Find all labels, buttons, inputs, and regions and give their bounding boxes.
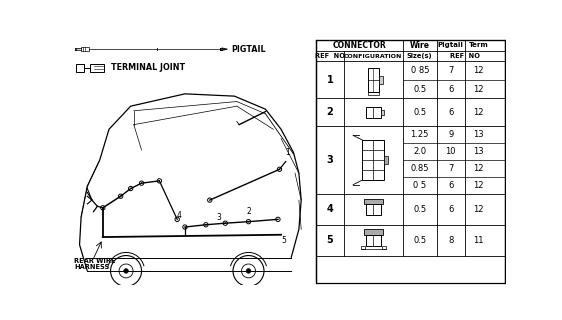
Bar [76, 48, 81, 50]
Bar [90, 64, 105, 71]
Bar [365, 204, 381, 215]
Text: 2: 2 [327, 107, 333, 117]
Bar [316, 40, 505, 283]
Bar [365, 107, 381, 118]
Text: Pigtail: Pigtail [438, 42, 464, 48]
Text: CONFIGURATION: CONFIGURATION [344, 54, 402, 59]
Circle shape [207, 198, 212, 202]
Text: 11: 11 [473, 236, 484, 245]
Text: 13: 13 [473, 130, 484, 139]
Bar [316, 40, 505, 283]
Text: 6: 6 [448, 108, 454, 117]
Text: 8: 8 [448, 236, 454, 245]
Text: 0.5: 0.5 [413, 108, 427, 117]
Text: Wire: Wire [410, 41, 430, 50]
Text: 0.5: 0.5 [413, 236, 427, 245]
Circle shape [157, 179, 161, 183]
Circle shape [124, 268, 128, 273]
Text: REF  NO: REF NO [450, 53, 480, 59]
Circle shape [175, 217, 179, 221]
Text: 12: 12 [473, 66, 484, 75]
Circle shape [276, 217, 280, 221]
Circle shape [139, 181, 144, 185]
Text: Size(s): Size(s) [407, 53, 433, 59]
Bar [81, 47, 89, 51]
Text: HARNESS: HARNESS [74, 264, 110, 270]
Bar [362, 140, 384, 180]
Text: 7: 7 [448, 66, 454, 75]
Text: 12: 12 [473, 108, 484, 117]
Text: REF  NO: REF NO [315, 53, 345, 59]
Text: 0.85: 0.85 [410, 164, 429, 173]
Bar [368, 68, 379, 92]
Circle shape [101, 206, 105, 210]
Bar [76, 64, 84, 71]
Text: 5: 5 [327, 235, 333, 245]
Text: 0 85: 0 85 [410, 66, 429, 75]
Text: 6: 6 [448, 205, 454, 214]
Bar [364, 198, 383, 204]
Text: 1: 1 [327, 75, 333, 85]
Text: 12: 12 [473, 181, 484, 190]
Circle shape [277, 167, 282, 172]
Circle shape [246, 220, 251, 224]
Text: TERMINAL JOINT: TERMINAL JOINT [111, 63, 185, 72]
Text: 2.0: 2.0 [413, 147, 427, 156]
Circle shape [119, 194, 123, 198]
Text: 3: 3 [327, 155, 333, 165]
Text: 4: 4 [327, 204, 333, 214]
Text: 12: 12 [473, 164, 484, 173]
Circle shape [246, 268, 251, 273]
Circle shape [129, 186, 133, 191]
Text: 5: 5 [281, 236, 286, 245]
Text: 6: 6 [448, 181, 454, 190]
Text: 13: 13 [473, 147, 484, 156]
Text: 0.5: 0.5 [413, 85, 427, 94]
Text: 0 5: 0 5 [413, 181, 427, 190]
Text: 7: 7 [448, 164, 454, 173]
Text: PIGTAIL: PIGTAIL [232, 45, 266, 54]
Bar [384, 156, 388, 164]
Text: 10: 10 [446, 147, 456, 156]
Text: 1.25: 1.25 [411, 130, 429, 139]
Text: 12: 12 [473, 85, 484, 94]
Text: CONNECTOR: CONNECTOR [333, 41, 386, 50]
Text: REAR WIRE: REAR WIRE [74, 258, 116, 264]
Text: 12: 12 [473, 205, 484, 214]
Text: 4: 4 [176, 211, 181, 220]
Bar [381, 110, 384, 115]
Bar [382, 245, 386, 249]
Circle shape [223, 221, 228, 225]
Text: Term: Term [469, 42, 488, 48]
Bar [379, 76, 383, 84]
Text: 0.5: 0.5 [413, 205, 427, 214]
Text: 1: 1 [285, 148, 291, 157]
Bar [364, 229, 383, 235]
Bar [368, 92, 379, 95]
Text: 3: 3 [216, 212, 221, 221]
Circle shape [183, 225, 187, 229]
Bar [365, 235, 381, 245]
Text: 6: 6 [448, 85, 454, 94]
Text: 2: 2 [246, 207, 251, 216]
Text: 9: 9 [448, 130, 454, 139]
Circle shape [203, 223, 208, 227]
Bar [361, 245, 365, 249]
